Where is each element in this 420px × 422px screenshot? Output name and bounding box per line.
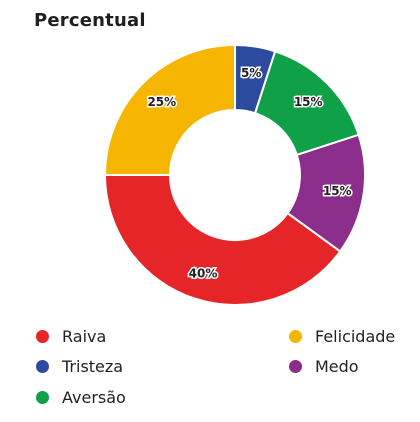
legend-item-raiva[interactable]: Raiva: [36, 327, 106, 346]
data-label-aversão: 15%: [294, 95, 323, 109]
legend-label-felicidade: Felicidade: [315, 327, 396, 346]
legend-label-medo: Medo: [315, 357, 359, 376]
chart-title: Percentual: [34, 10, 146, 31]
data-label-tristeza: 5%: [241, 66, 261, 80]
legend-swatch-aversão: [36, 391, 49, 404]
legend-swatch-medo: [289, 360, 302, 373]
donut-chart: 5% 15% 15% 40% 25%: [103, 43, 366, 306]
legend-item-felicidade[interactable]: Felicidade: [289, 327, 395, 346]
legend-label-tristeza: Tristeza: [62, 357, 124, 376]
legend-label-raiva: Raiva: [62, 327, 107, 346]
slice-raiva[interactable]: [103, 174, 342, 306]
data-label-raiva: 40%: [189, 266, 218, 280]
legend-item-tristeza[interactable]: Tristeza: [36, 357, 123, 376]
legend-label-aversão: Aversão: [62, 388, 126, 407]
legend-swatch-felicidade: [289, 330, 302, 343]
data-label-felicidade: 25%: [147, 95, 176, 109]
legend-swatch-tristeza: [36, 360, 49, 373]
slice-felicidade[interactable]: [103, 43, 236, 176]
legend-item-medo[interactable]: Medo: [289, 357, 359, 376]
legend-item-aversão[interactable]: Aversão: [36, 388, 126, 407]
legend-swatch-raiva: [36, 330, 49, 343]
data-label-medo: 15%: [323, 184, 352, 198]
